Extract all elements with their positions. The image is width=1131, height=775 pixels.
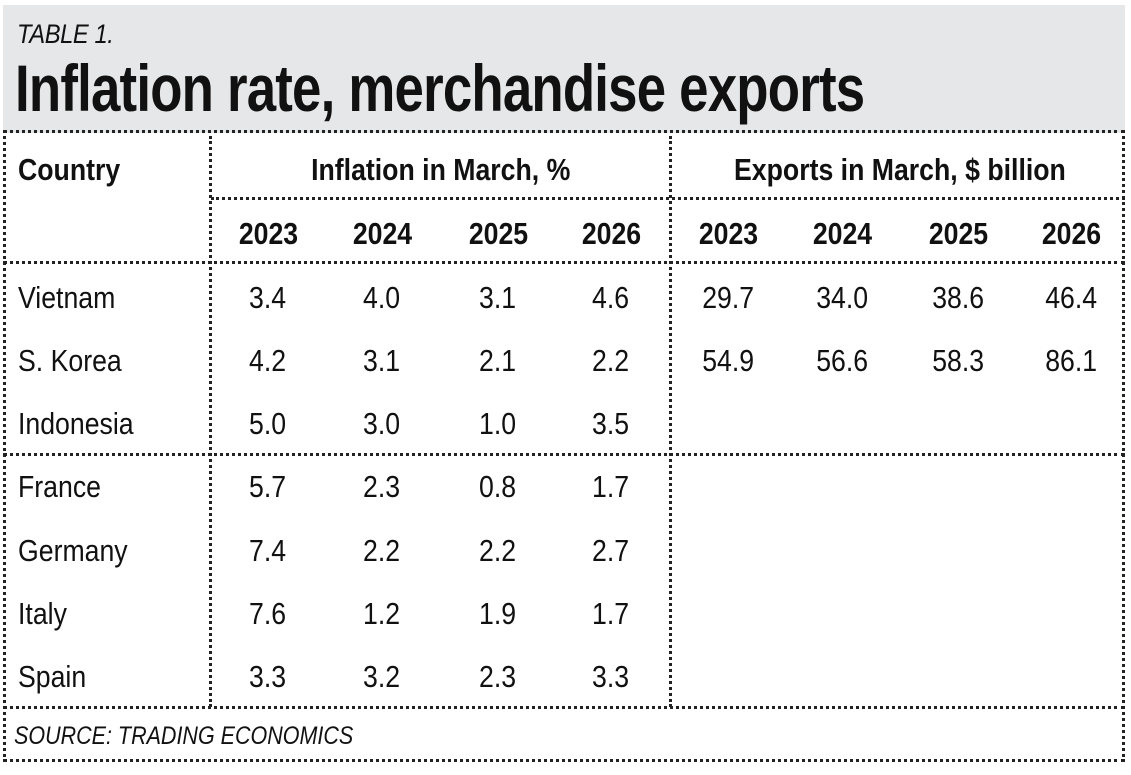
year-header-exports: 2026: [1041, 216, 1101, 251]
inflation-value: 7.4: [249, 533, 287, 568]
inflation-value: 3.3: [592, 659, 630, 694]
year-header-exports: 2024: [812, 216, 872, 251]
exports-value: 86.1: [1045, 343, 1097, 378]
column-group-inflation: Inflation in March, %: [311, 152, 571, 187]
column-header-country: Country: [18, 152, 121, 187]
year-header-inflation: 2023: [238, 216, 298, 251]
year-header-exports: 2023: [698, 216, 758, 251]
inflation-value: 2.2: [363, 533, 401, 568]
exports-value: 34.0: [816, 280, 868, 315]
year-header-inflation: 2024: [352, 216, 412, 251]
inflation-value: 3.5: [592, 406, 630, 441]
inflation-value: 3.3: [249, 659, 287, 694]
inflation-value: 5.7: [249, 469, 287, 504]
table-kicker: TABLE 1.: [17, 19, 114, 49]
inflation-value: 2.2: [479, 533, 517, 568]
divider-region: [3, 453, 1125, 456]
inflation-value: 3.4: [249, 280, 287, 315]
exports-value: 46.4: [1045, 280, 1097, 315]
inflation-value: 5.0: [249, 406, 287, 441]
country-name: Italy: [18, 596, 67, 631]
year-header-inflation: 2026: [581, 216, 641, 251]
inflation-value: 0.8: [479, 469, 517, 504]
year-header-exports: 2025: [928, 216, 988, 251]
exports-value: 29.7: [702, 280, 754, 315]
exports-value: 58.3: [932, 343, 984, 378]
inflation-value: 3.1: [363, 343, 401, 378]
inflation-value: 7.6: [249, 596, 287, 631]
table-title: Inflation rate, merchandise exports: [15, 51, 865, 125]
inflation-value: 1.7: [592, 469, 630, 504]
inflation-value: 4.0: [363, 280, 401, 315]
inflation-value: 2.3: [363, 469, 401, 504]
inflation-value: 2.2: [592, 343, 630, 378]
exports-value: 54.9: [702, 343, 754, 378]
country-name: S. Korea: [18, 343, 122, 378]
inflation-value: 1.9: [479, 596, 517, 631]
divider-country: [209, 136, 212, 707]
inflation-value: 3.1: [479, 280, 517, 315]
inflation-value: 1.0: [479, 406, 517, 441]
inflation-value: 3.0: [363, 406, 401, 441]
inflation-value: 1.7: [592, 596, 630, 631]
column-group-exports: Exports in March, $ billion: [734, 152, 1066, 187]
inflation-value: 4.2: [249, 343, 287, 378]
exports-value: 56.6: [816, 343, 868, 378]
inflation-value: 1.2: [363, 596, 401, 631]
divider-groups: [669, 136, 672, 707]
inflation-value: 4.6: [592, 280, 630, 315]
table-header: TABLE 1. Inflation rate, merchandise exp…: [3, 5, 1125, 136]
inflation-value: 3.2: [363, 659, 401, 694]
inflation-value: 2.7: [592, 533, 630, 568]
inflation-value: 2.1: [479, 343, 517, 378]
divider-group-header: [211, 197, 1125, 200]
header-band: TABLE 1. Inflation rate, merchandise exp…: [3, 5, 1125, 133]
country-name: Germany: [18, 533, 128, 568]
country-name: Indonesia: [18, 406, 134, 441]
inflation-value: 2.3: [479, 659, 517, 694]
exports-value: 38.6: [932, 280, 984, 315]
country-name: Vietnam: [18, 280, 116, 315]
year-header-inflation: 2025: [468, 216, 528, 251]
country-name: France: [18, 469, 101, 504]
country-name: Spain: [18, 659, 87, 694]
divider-source: [3, 706, 1125, 709]
divider-header-body: [3, 261, 1125, 264]
source-note: SOURCE: TRADING ECONOMICS: [14, 722, 354, 750]
